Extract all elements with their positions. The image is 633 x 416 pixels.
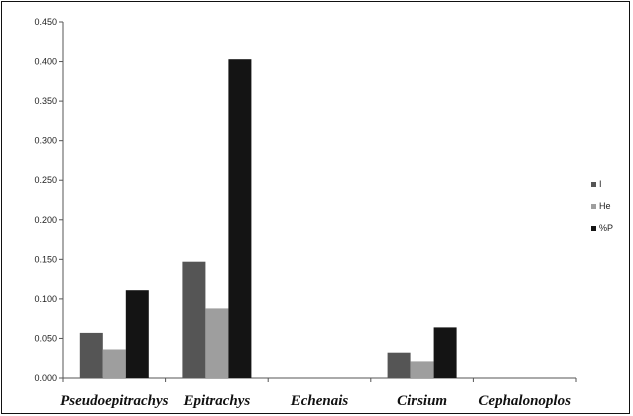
y-tick-label: 0.100: [34, 294, 57, 304]
y-tick-label: 0.300: [34, 136, 57, 146]
bar-he-epitrachys: [205, 308, 229, 378]
x-category-labels: Pseudoepitrachys Epitrachys Echenais Cirsiu…: [60, 393, 571, 409]
bar-i-cirsium: [387, 352, 411, 378]
bars: [79, 59, 457, 378]
x-category-label: Pseudoepitrachys: [60, 393, 168, 409]
legend-swatch: [591, 182, 596, 187]
y-tick-label: 0.150: [34, 254, 57, 264]
y-tick-label: 0.000: [34, 373, 57, 383]
y-tick-label: 0.250: [34, 175, 57, 185]
x-category-label: Cephalonoplos: [478, 393, 571, 409]
legend-label: %P: [599, 223, 613, 233]
bar-i-pseudoepitrachys: [79, 332, 103, 378]
x-category-label: Echenais: [290, 393, 349, 409]
legend-swatch: [591, 226, 596, 231]
bar-i-epitrachys: [182, 261, 206, 378]
y-tick-label: 0.350: [34, 96, 57, 106]
legend-label: I: [599, 179, 602, 189]
bar-pctp-epitrachys: [228, 59, 252, 378]
y-tick-label: 0.200: [34, 215, 57, 225]
legend-label: He: [599, 201, 611, 211]
bar-he-cirsium: [410, 361, 434, 378]
x-category-label: Epitrachys: [183, 393, 251, 409]
y-tick-labels: 0.000 0.050 0.100 0.150 0.200 0.250 0.300 0.350…: [34, 17, 57, 383]
legend-swatch: [591, 204, 596, 209]
bar-pctp-cirsium: [433, 327, 457, 378]
bar-he-pseudoepitrachys: [102, 349, 126, 378]
y-tick-label: 0.050: [34, 333, 57, 343]
y-tick-label: 0.450: [34, 17, 57, 27]
x-category-label: Cirsium: [397, 393, 447, 409]
y-tick-label: 0.400: [34, 57, 57, 67]
legend: I He %P: [591, 179, 613, 233]
bar-pctp-pseudoepitrachys: [125, 290, 149, 378]
